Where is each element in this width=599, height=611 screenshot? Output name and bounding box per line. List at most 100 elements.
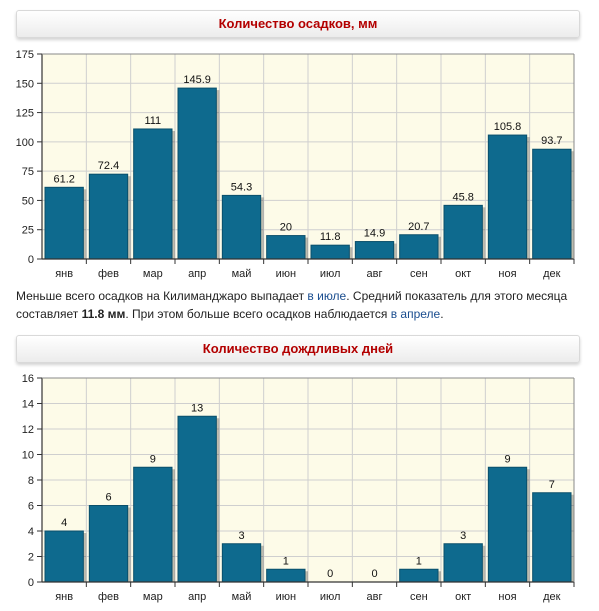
precip-bar-окт bbox=[443, 204, 483, 260]
rain-days-value-label: 4 bbox=[61, 517, 67, 529]
precip-xtick-label: дек bbox=[543, 268, 561, 280]
rain-days-value-label: 6 bbox=[105, 492, 111, 504]
rain-days-xtick-label: янв bbox=[55, 591, 73, 603]
rain-days-xtick-label: июл bbox=[320, 591, 341, 603]
rain-days-value-label: 1 bbox=[416, 555, 422, 567]
precip-bar-фев bbox=[88, 173, 129, 260]
precip-ytick-label: 175 bbox=[16, 49, 34, 61]
rain-days-ytick-label: 16 bbox=[22, 373, 34, 385]
precip-value-label: 20 bbox=[280, 222, 292, 234]
rain-days-value-label: 13 bbox=[191, 402, 203, 414]
precip-bar-сен bbox=[399, 234, 439, 260]
rain-days-xtick-label: мар bbox=[143, 591, 163, 603]
precip-xtick-label: июл bbox=[320, 268, 341, 280]
rain-days-xtick-label: дек bbox=[543, 591, 561, 603]
precip-xtick-label: окт bbox=[455, 268, 471, 280]
precip-value-label: 93.7 bbox=[541, 135, 562, 147]
rain-days-ytick-label: 12 bbox=[22, 424, 34, 436]
precip-ytick-label: 100 bbox=[16, 137, 34, 149]
rain-days-xtick-label: апр bbox=[188, 591, 206, 603]
precip-xtick-label: мар bbox=[143, 268, 163, 280]
rain-days-bar-янв bbox=[44, 530, 84, 583]
precip-ytick-label: 125 bbox=[16, 108, 34, 120]
april-link[interactable]: в апреле bbox=[390, 307, 441, 321]
rain-days-ytick-label: 2 bbox=[28, 552, 34, 564]
rain-days-ytick-label: 0 bbox=[28, 577, 34, 589]
precip-value-label: 145.9 bbox=[183, 74, 211, 86]
precip-value-label: 105.8 bbox=[494, 121, 522, 133]
rain-days-xtick-label: фев bbox=[98, 591, 119, 603]
rain-days-value-label: 1 bbox=[283, 555, 289, 567]
precip-xtick-label: июн bbox=[276, 268, 296, 280]
precip-xtick-label: авг bbox=[367, 268, 383, 280]
precip-ytick-label: 25 bbox=[22, 225, 34, 237]
precip-section-header: Количество осадков, мм bbox=[16, 10, 580, 38]
precip-value-label: 45.8 bbox=[452, 191, 473, 203]
rain-days-ytick-label: 8 bbox=[28, 475, 34, 487]
desc-text-2: . Средний показатель для этого месяца со… bbox=[16, 289, 568, 321]
precip-bar-май bbox=[221, 194, 262, 260]
precip-xtick-label: апр bbox=[188, 268, 206, 280]
precip-bar-дек bbox=[532, 148, 572, 260]
rain-days-xtick-label: авг bbox=[367, 591, 383, 603]
july-link[interactable]: в июле bbox=[307, 289, 347, 303]
rain-days-bar-мар bbox=[133, 466, 173, 583]
precip-xtick-label: сен bbox=[410, 268, 428, 280]
precip-xtick-label: май bbox=[232, 268, 252, 280]
desc-text-1: Меньше всего осадков на Килиманджаро вып… bbox=[16, 289, 308, 303]
precip-bar-ноя bbox=[487, 134, 528, 260]
rain-days-bar-chart: 02468101214164янв6фев9мар13апр3май1июн0и… bbox=[22, 373, 575, 603]
precip-value-label: 72.4 bbox=[98, 160, 119, 172]
precip-description: Меньше всего осадков на Килиманджаро вып… bbox=[16, 287, 586, 323]
rain-days-xtick-label: окт bbox=[455, 591, 471, 603]
rain-days-bar-фев bbox=[88, 505, 129, 583]
rain-days-xtick-label: сен bbox=[410, 591, 428, 603]
rain-days-chart-title: Количество дождливых дней bbox=[202, 341, 394, 356]
rain-days-xtick-label: июн bbox=[276, 591, 296, 603]
min-value: 11.8 bbox=[81, 307, 105, 321]
precip-bar-июн bbox=[266, 235, 306, 260]
precip-bar-авг bbox=[354, 241, 395, 260]
rain-days-xtick-label: май bbox=[232, 591, 252, 603]
rain-days-value-label: 3 bbox=[460, 530, 466, 542]
precip-ytick-label: 50 bbox=[22, 195, 34, 207]
min-value-unit: мм bbox=[104, 307, 126, 321]
rain-days-bar-дек bbox=[532, 492, 572, 583]
precip-bar-мар bbox=[133, 128, 173, 260]
rain-days-ytick-label: 6 bbox=[28, 501, 34, 513]
rain-days-value-label: 0 bbox=[327, 568, 333, 580]
precip-ytick-label: 75 bbox=[22, 166, 34, 178]
rain-days-value-label: 0 bbox=[371, 568, 377, 580]
precip-chart-title: Количество осадков, мм bbox=[218, 16, 378, 31]
rain-days-value-label: 9 bbox=[504, 453, 510, 465]
precip-value-label: 61.2 bbox=[53, 173, 74, 185]
rain-days-value-label: 3 bbox=[238, 530, 244, 542]
rain-days-bar-окт bbox=[443, 543, 483, 583]
desc-text-4: . bbox=[440, 307, 444, 321]
precip-value-label: 111 bbox=[144, 115, 161, 127]
rain-days-bar-июн bbox=[266, 568, 306, 583]
precip-bar-июл bbox=[310, 244, 350, 260]
rain-days-bar-май bbox=[221, 543, 262, 583]
precip-value-label: 54.3 bbox=[231, 181, 252, 193]
rain-days-ytick-label: 10 bbox=[22, 450, 34, 462]
precip-bar-chart: 0 25 50 75 100 125 150 175 61.2 янв 72.4 фев 111 мар 1… bbox=[16, 49, 575, 280]
rain-days-xtick-label: ноя bbox=[498, 591, 516, 603]
rain-days-ytick-label: 4 bbox=[28, 526, 34, 538]
rain-days-value-label: 9 bbox=[150, 453, 156, 465]
rain-days-bar-апр bbox=[177, 415, 217, 583]
precip-bar-янв bbox=[44, 186, 84, 260]
rain-days-value-label: 7 bbox=[549, 479, 555, 491]
rain-days-bar-ноя bbox=[487, 466, 528, 583]
precip-bar-апр bbox=[177, 87, 217, 260]
precip-xtick-label: фев bbox=[98, 268, 119, 280]
precip-value-label: 14.9 bbox=[364, 228, 385, 240]
precip-xtick-label: ноя bbox=[498, 268, 516, 280]
rain-days-bar-сен bbox=[399, 568, 439, 583]
precip-ytick-label: 0 bbox=[28, 254, 34, 266]
rain-days-ytick-label: 14 bbox=[22, 399, 34, 411]
rain-days-section-header: Количество дождливых дней bbox=[16, 335, 580, 363]
precip-value-label: 11.8 bbox=[320, 231, 341, 243]
precip-value-label: 20.7 bbox=[408, 221, 429, 233]
precip-ytick-label: 150 bbox=[16, 78, 34, 90]
